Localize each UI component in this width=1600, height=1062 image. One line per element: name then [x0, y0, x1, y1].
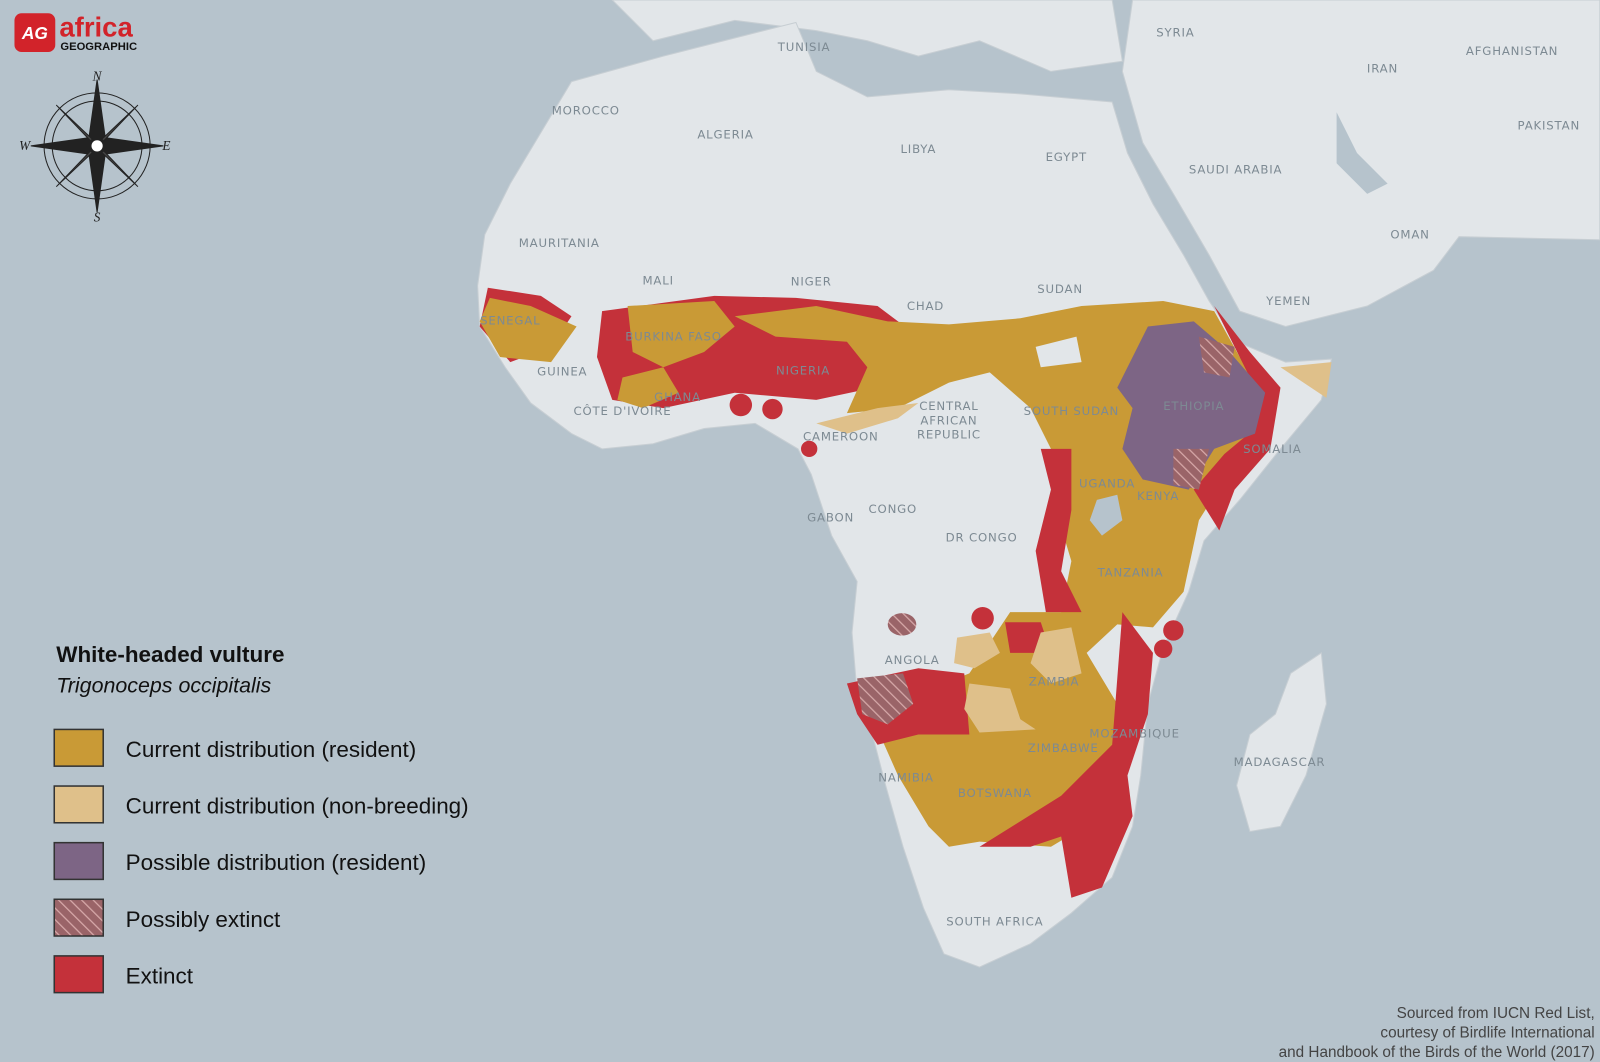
country-label: NIGER [791, 275, 832, 289]
legend-swatch [53, 898, 104, 937]
legend-label: Possible distribution (resident) [126, 850, 427, 875]
legend: White-headed vulture Trigonoceps occipit… [53, 642, 469, 994]
compass: N S E W [19, 69, 170, 225]
country-label: SENEGAL [480, 313, 540, 327]
source-line: courtesy of Birdlife International [1380, 1025, 1594, 1042]
source-line: Sourced from IUCN Red List, [1397, 1005, 1595, 1022]
country-label: CONGO [869, 502, 918, 516]
legend-swatch [53, 785, 104, 824]
country-label: IRAN [1367, 61, 1398, 75]
country-label: TUNISIA [777, 40, 831, 54]
country-label: REPUBLIC [917, 428, 981, 442]
range-area [801, 440, 818, 458]
country-label: CHAD [907, 299, 944, 313]
legend-subtitle: Trigonoceps occipitalis [56, 674, 271, 698]
country-label: DR CONGO [946, 531, 1018, 545]
country-label: MADAGASCAR [1234, 755, 1326, 769]
legend-label: Possibly extinct [126, 907, 281, 932]
country-label: NIGERIA [776, 363, 830, 377]
compass-south: S [94, 209, 101, 224]
country-label: SOMALIA [1243, 442, 1302, 456]
range-area [729, 393, 753, 417]
country-label: MOZAMBIQUE [1089, 727, 1179, 741]
country-label: CAMEROON [803, 430, 879, 444]
country-label: SYRIA [1156, 26, 1194, 40]
country-label: MAURITANIA [519, 236, 600, 250]
range-area [979, 612, 1153, 898]
range-area [1030, 627, 1082, 684]
legend-title: White-headed vulture [56, 642, 284, 667]
country-label: PAKISTAN [1518, 119, 1580, 133]
country-label: NAMIBIA [878, 770, 934, 784]
country-label: ETHIOPIA [1163, 399, 1224, 413]
country-label: GUINEA [537, 364, 587, 378]
legend-swatch [53, 955, 104, 994]
range-area [617, 367, 679, 409]
country-label: MALI [643, 274, 674, 288]
country-label: MOROCCO [552, 103, 620, 117]
country-label: BURKINA FASO [625, 330, 722, 344]
persian-gulf [1336, 112, 1388, 194]
range-area [954, 632, 1000, 669]
country-label: TANZANIA [1097, 565, 1164, 579]
range-area [1193, 306, 1281, 531]
range-area [887, 613, 917, 636]
range-area [964, 683, 1036, 733]
range-area [1035, 448, 1082, 613]
country-label: SOUTH AFRICA [946, 914, 1043, 928]
lake-victoria [1089, 494, 1123, 536]
country-label: GABON [807, 510, 854, 524]
range-area [479, 297, 577, 363]
logo-badge [14, 13, 56, 53]
legend-label: Current distribution (resident) [126, 737, 417, 762]
source: Sourced from IUCN Red List, courtesy of … [1279, 1005, 1595, 1061]
compass-west: W [19, 138, 32, 153]
country-label: AFGHANISTAN [1466, 44, 1558, 58]
legend-swatch [53, 841, 104, 881]
range-area [1198, 336, 1235, 378]
range-area [627, 300, 735, 368]
source-line: and Handbook of the Birds of the World (… [1279, 1044, 1595, 1061]
logo-badge-text: AG [21, 23, 48, 43]
country-label: OMAN [1390, 228, 1429, 242]
country-label: EGYPT [1046, 150, 1087, 164]
country-label: YEMEN [1265, 294, 1311, 308]
range-area [816, 402, 919, 434]
distribution [479, 287, 1332, 898]
range-area [971, 607, 994, 630]
logo-name: africa [59, 12, 133, 43]
sudd-gap [1035, 336, 1082, 368]
country-label: UGANDA [1079, 477, 1135, 491]
range-area [1280, 362, 1332, 398]
logo: AG africa GEOGRAPHIC [14, 12, 137, 53]
country-label: SOUTH SUDAN [1024, 404, 1120, 418]
range-area [1173, 448, 1210, 490]
country-labels: TUNISIA SYRIA AFGHANISTAN IRAN MOROCCO ALGERI… [480, 26, 1580, 929]
country-label: ALGERIA [697, 128, 753, 142]
range-area [762, 398, 783, 420]
country-label: ZIMBABWE [1028, 741, 1099, 755]
range-area [1163, 620, 1184, 641]
country-label: SAUDI ARABIA [1189, 162, 1282, 176]
legend-swatch [53, 728, 104, 767]
compass-east: E [161, 138, 170, 153]
logo-sub: GEOGRAPHIC [60, 41, 137, 53]
compass-north: N [92, 69, 103, 84]
country-label: AFRICAN [920, 413, 977, 427]
country-label: CENTRAL [919, 399, 978, 413]
country-label: CÔTE D'IVOIRE [573, 403, 671, 418]
country-label: ANGOLA [885, 653, 940, 667]
country-label: LIBYA [900, 142, 936, 156]
range-area [857, 673, 914, 725]
country-label: ZAMBIA [1029, 675, 1080, 689]
legend-label: Current distribution (non-breeding) [126, 794, 469, 819]
country-label: SUDAN [1037, 282, 1083, 296]
country-label: BOTSWANA [958, 786, 1032, 800]
legend-label: Extinct [126, 963, 194, 988]
range-area [1154, 639, 1173, 659]
country-label: KENYA [1137, 489, 1179, 503]
country-label: GHANA [654, 390, 701, 404]
